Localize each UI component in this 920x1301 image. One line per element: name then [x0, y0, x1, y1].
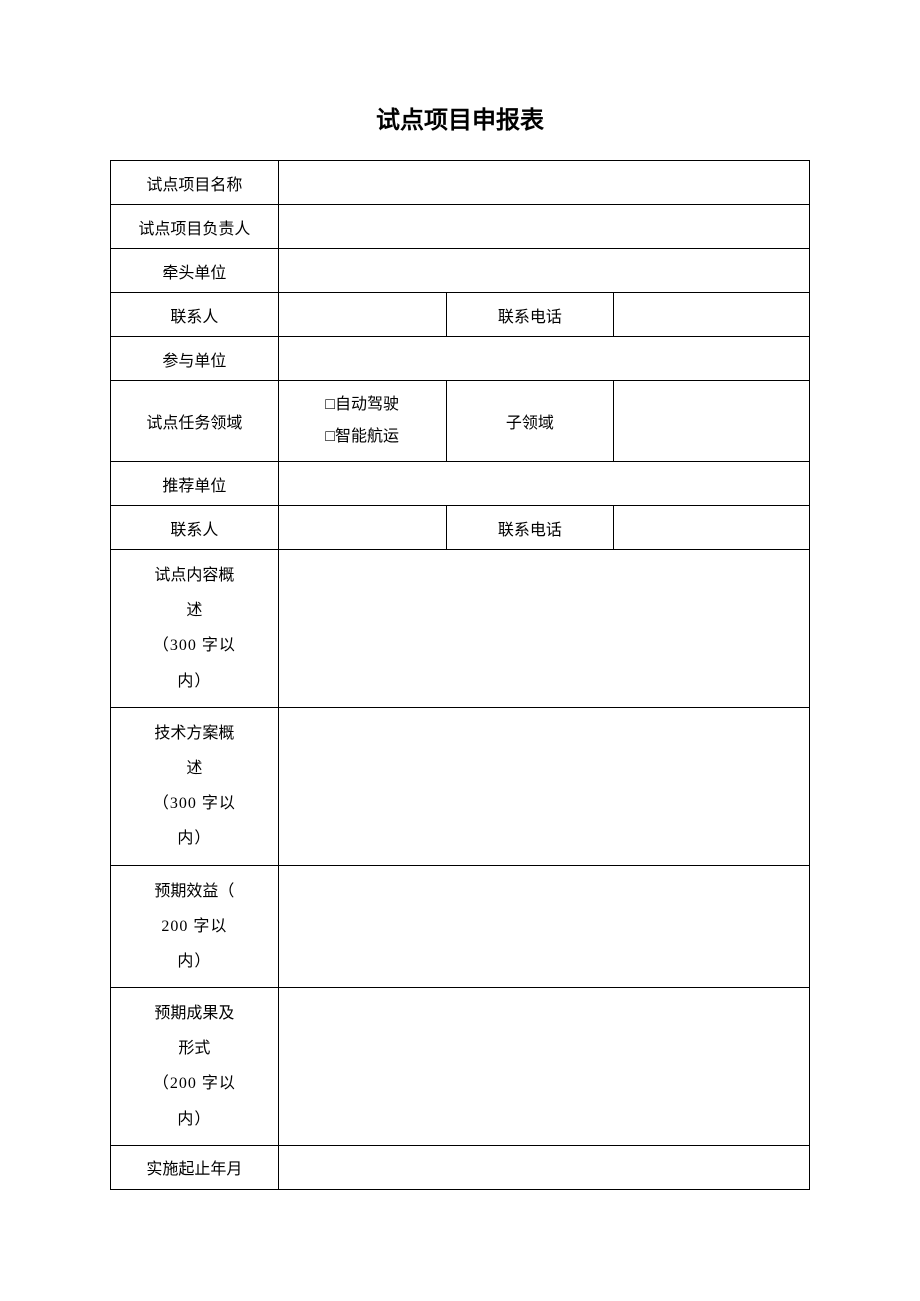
hint-expected-benefit-l2: 内）: [111, 944, 278, 979]
hint-expected-result-l2: 内）: [111, 1102, 278, 1137]
label-task-domain: 试点任务领域: [111, 381, 279, 462]
value-contact-phone-1: [614, 293, 810, 337]
row-implementation-period: 实施起止年月: [111, 1145, 810, 1189]
label-expected-benefit: 预期效益（ 200 字以 内）: [111, 865, 279, 988]
value-recommend-unit: [278, 462, 809, 506]
value-implementation-period: [278, 1145, 809, 1189]
label-participating-unit: 参与单位: [111, 337, 279, 381]
label-recommend-unit: 推荐单位: [111, 462, 279, 506]
row-project-leader: 试点项目负责人: [111, 205, 810, 249]
label-contact-phone-2: 联系电话: [446, 506, 614, 550]
value-lead-unit: [278, 249, 809, 293]
value-contact-person-1: [278, 293, 446, 337]
label-content-overview-l2: 述: [111, 593, 278, 628]
label-project-leader: 试点项目负责人: [111, 205, 279, 249]
label-expected-result-l2: 形式: [111, 1031, 278, 1066]
value-content-overview: [278, 550, 809, 708]
row-lead-unit: 牵头单位: [111, 249, 810, 293]
form-title: 试点项目申报表: [110, 100, 810, 135]
label-tech-overview-l1: 技术方案概: [111, 716, 278, 751]
value-task-domain-options: □自动驾驶 □智能航运: [278, 381, 446, 462]
label-contact-person-1: 联系人: [111, 293, 279, 337]
checkbox-auto-driving: □自动驾驶: [279, 389, 446, 421]
label-lead-unit: 牵头单位: [111, 249, 279, 293]
value-project-leader: [278, 205, 809, 249]
label-content-overview: 试点内容概 述 （300 字以 内）: [111, 550, 279, 708]
hint-expected-result-l1: （200 字以: [111, 1066, 278, 1101]
row-contact-2: 联系人 联系电话: [111, 506, 810, 550]
value-project-name: [278, 161, 809, 205]
label-tech-overview-l2: 述: [111, 751, 278, 786]
value-sub-domain: [614, 381, 810, 462]
application-form-table: 试点项目名称 试点项目负责人 牵头单位 联系人 联系电话 参与单位 试点任务领域…: [110, 160, 810, 1190]
row-expected-benefit: 预期效益（ 200 字以 内）: [111, 865, 810, 988]
label-contact-person-2: 联系人: [111, 506, 279, 550]
hint-content-overview-l1: （300 字以: [111, 628, 278, 663]
hint-tech-overview-l1: （300 字以: [111, 786, 278, 821]
value-tech-overview: [278, 707, 809, 865]
label-contact-phone-1: 联系电话: [446, 293, 614, 337]
label-implementation-period: 实施起止年月: [111, 1145, 279, 1189]
value-expected-benefit: [278, 865, 809, 988]
label-content-overview-l1: 试点内容概: [111, 558, 278, 593]
value-contact-phone-2: [614, 506, 810, 550]
row-contact-1: 联系人 联系电话: [111, 293, 810, 337]
row-tech-overview: 技术方案概 述 （300 字以 内）: [111, 707, 810, 865]
value-expected-result: [278, 988, 809, 1146]
label-sub-domain: 子领域: [446, 381, 614, 462]
row-expected-result: 预期成果及 形式 （200 字以 内）: [111, 988, 810, 1146]
row-recommend-unit: 推荐单位: [111, 462, 810, 506]
row-content-overview: 试点内容概 述 （300 字以 内）: [111, 550, 810, 708]
hint-tech-overview-l2: 内）: [111, 821, 278, 856]
label-expected-benefit-l1: 预期效益（: [111, 874, 278, 909]
row-participating-unit: 参与单位: [111, 337, 810, 381]
value-contact-person-2: [278, 506, 446, 550]
label-expected-result: 预期成果及 形式 （200 字以 内）: [111, 988, 279, 1146]
hint-expected-benefit-l1: 200 字以: [111, 909, 278, 944]
row-task-domain: 试点任务领域 □自动驾驶 □智能航运 子领域: [111, 381, 810, 462]
hint-content-overview-l2: 内）: [111, 664, 278, 699]
label-project-name: 试点项目名称: [111, 161, 279, 205]
value-participating-unit: [278, 337, 809, 381]
checkbox-smart-shipping: □智能航运: [279, 421, 446, 453]
label-tech-overview: 技术方案概 述 （300 字以 内）: [111, 707, 279, 865]
row-project-name: 试点项目名称: [111, 161, 810, 205]
label-expected-result-l1: 预期成果及: [111, 996, 278, 1031]
